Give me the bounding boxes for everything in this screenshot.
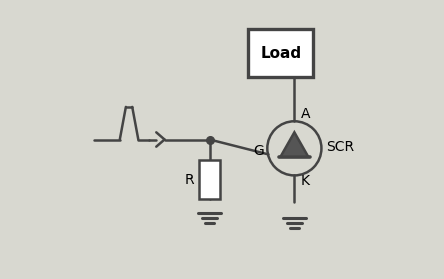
Text: K: K	[301, 174, 309, 189]
Polygon shape	[281, 132, 308, 157]
Bar	[248, 29, 313, 77]
Text: Load: Load	[260, 46, 301, 61]
Text: R: R	[184, 172, 194, 187]
Text: G: G	[253, 144, 264, 158]
Text: A: A	[301, 107, 310, 121]
Bar	[199, 160, 220, 199]
Text: SCR: SCR	[326, 140, 355, 154]
